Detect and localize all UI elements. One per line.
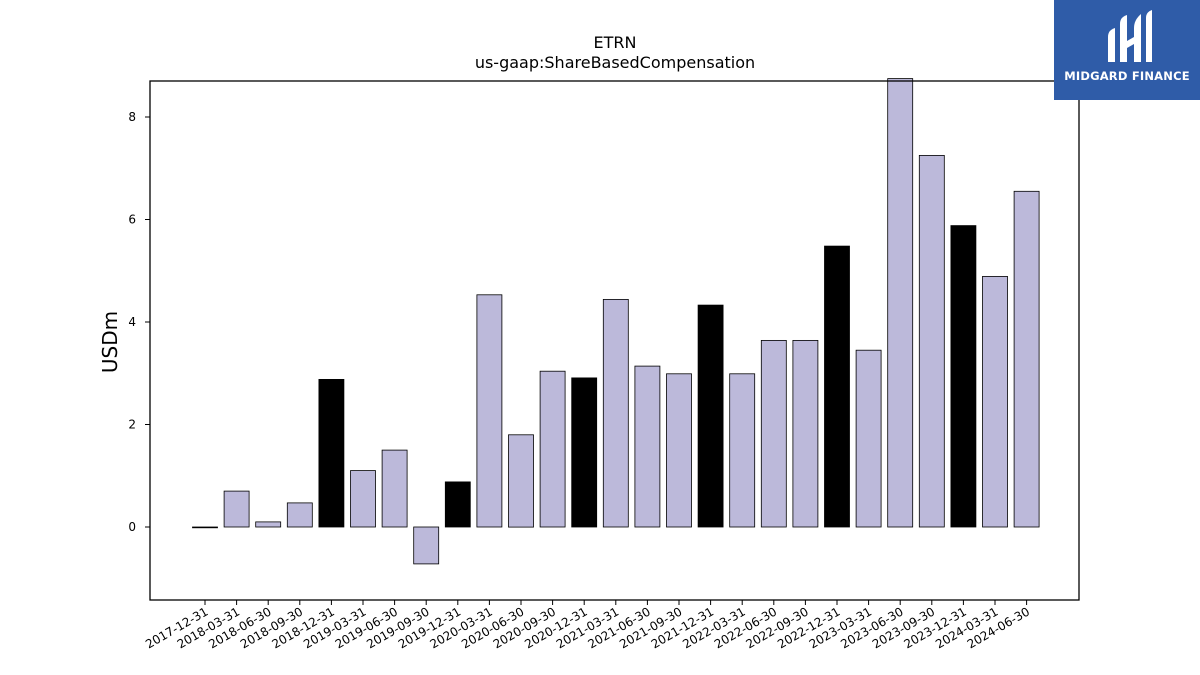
chart-subtitle: us-gaap:ShareBasedCompensation [475,53,755,72]
bar-2023-12-31 [950,225,977,528]
midgard-finance-logo: MIDGARD FINANCE [1054,0,1200,100]
y-tick-label: 4 [128,315,136,329]
logo-text: MIDGARD FINANCE [1064,69,1190,83]
bar-2019-03-31 [350,470,376,528]
bar-2019-06-30 [381,449,408,528]
bars [192,78,1040,565]
bar-2021-06-30 [634,365,661,528]
bar-2022-12-31 [824,245,850,528]
bar-2021-03-31 [602,298,629,528]
bar-2023-06-30 [887,78,914,528]
y-tick-label: 8 [128,110,136,124]
chart-title: ETRN [594,33,637,52]
bar-2018-12-31 [318,378,345,528]
y-tick-label: 0 [128,520,136,534]
bar-2020-12-31 [571,377,598,528]
plot-frame [149,80,1080,601]
bar-2021-12-31 [697,304,724,528]
bar-2023-09-30 [918,154,945,528]
bar-2020-03-31 [476,294,503,528]
bar-2024-03-31 [982,275,1008,528]
bar-2018-09-30 [286,502,313,528]
bar-2022-03-31 [729,373,756,528]
y-tick-label: 2 [128,418,136,432]
bar-2022-09-30 [792,339,819,528]
y-axis-label: USDm [98,311,122,373]
bar-2019-12-31 [444,481,471,528]
bar-2024-06-30 [1013,190,1040,528]
bar-2020-06-30 [508,434,534,528]
bar-2018-06-30 [255,521,282,528]
bar-2018-03-31 [223,490,250,528]
bar-2023-03-31 [855,349,882,528]
bar-2017-12-31 [192,526,218,529]
bar-2020-09-30 [539,370,566,528]
bar-2022-06-30 [760,339,787,528]
bar-2019-09-30 [413,526,440,565]
logo-mark-icon [1108,10,1152,62]
y-tick-label: 6 [128,213,136,227]
bar-2021-09-30 [666,373,692,528]
